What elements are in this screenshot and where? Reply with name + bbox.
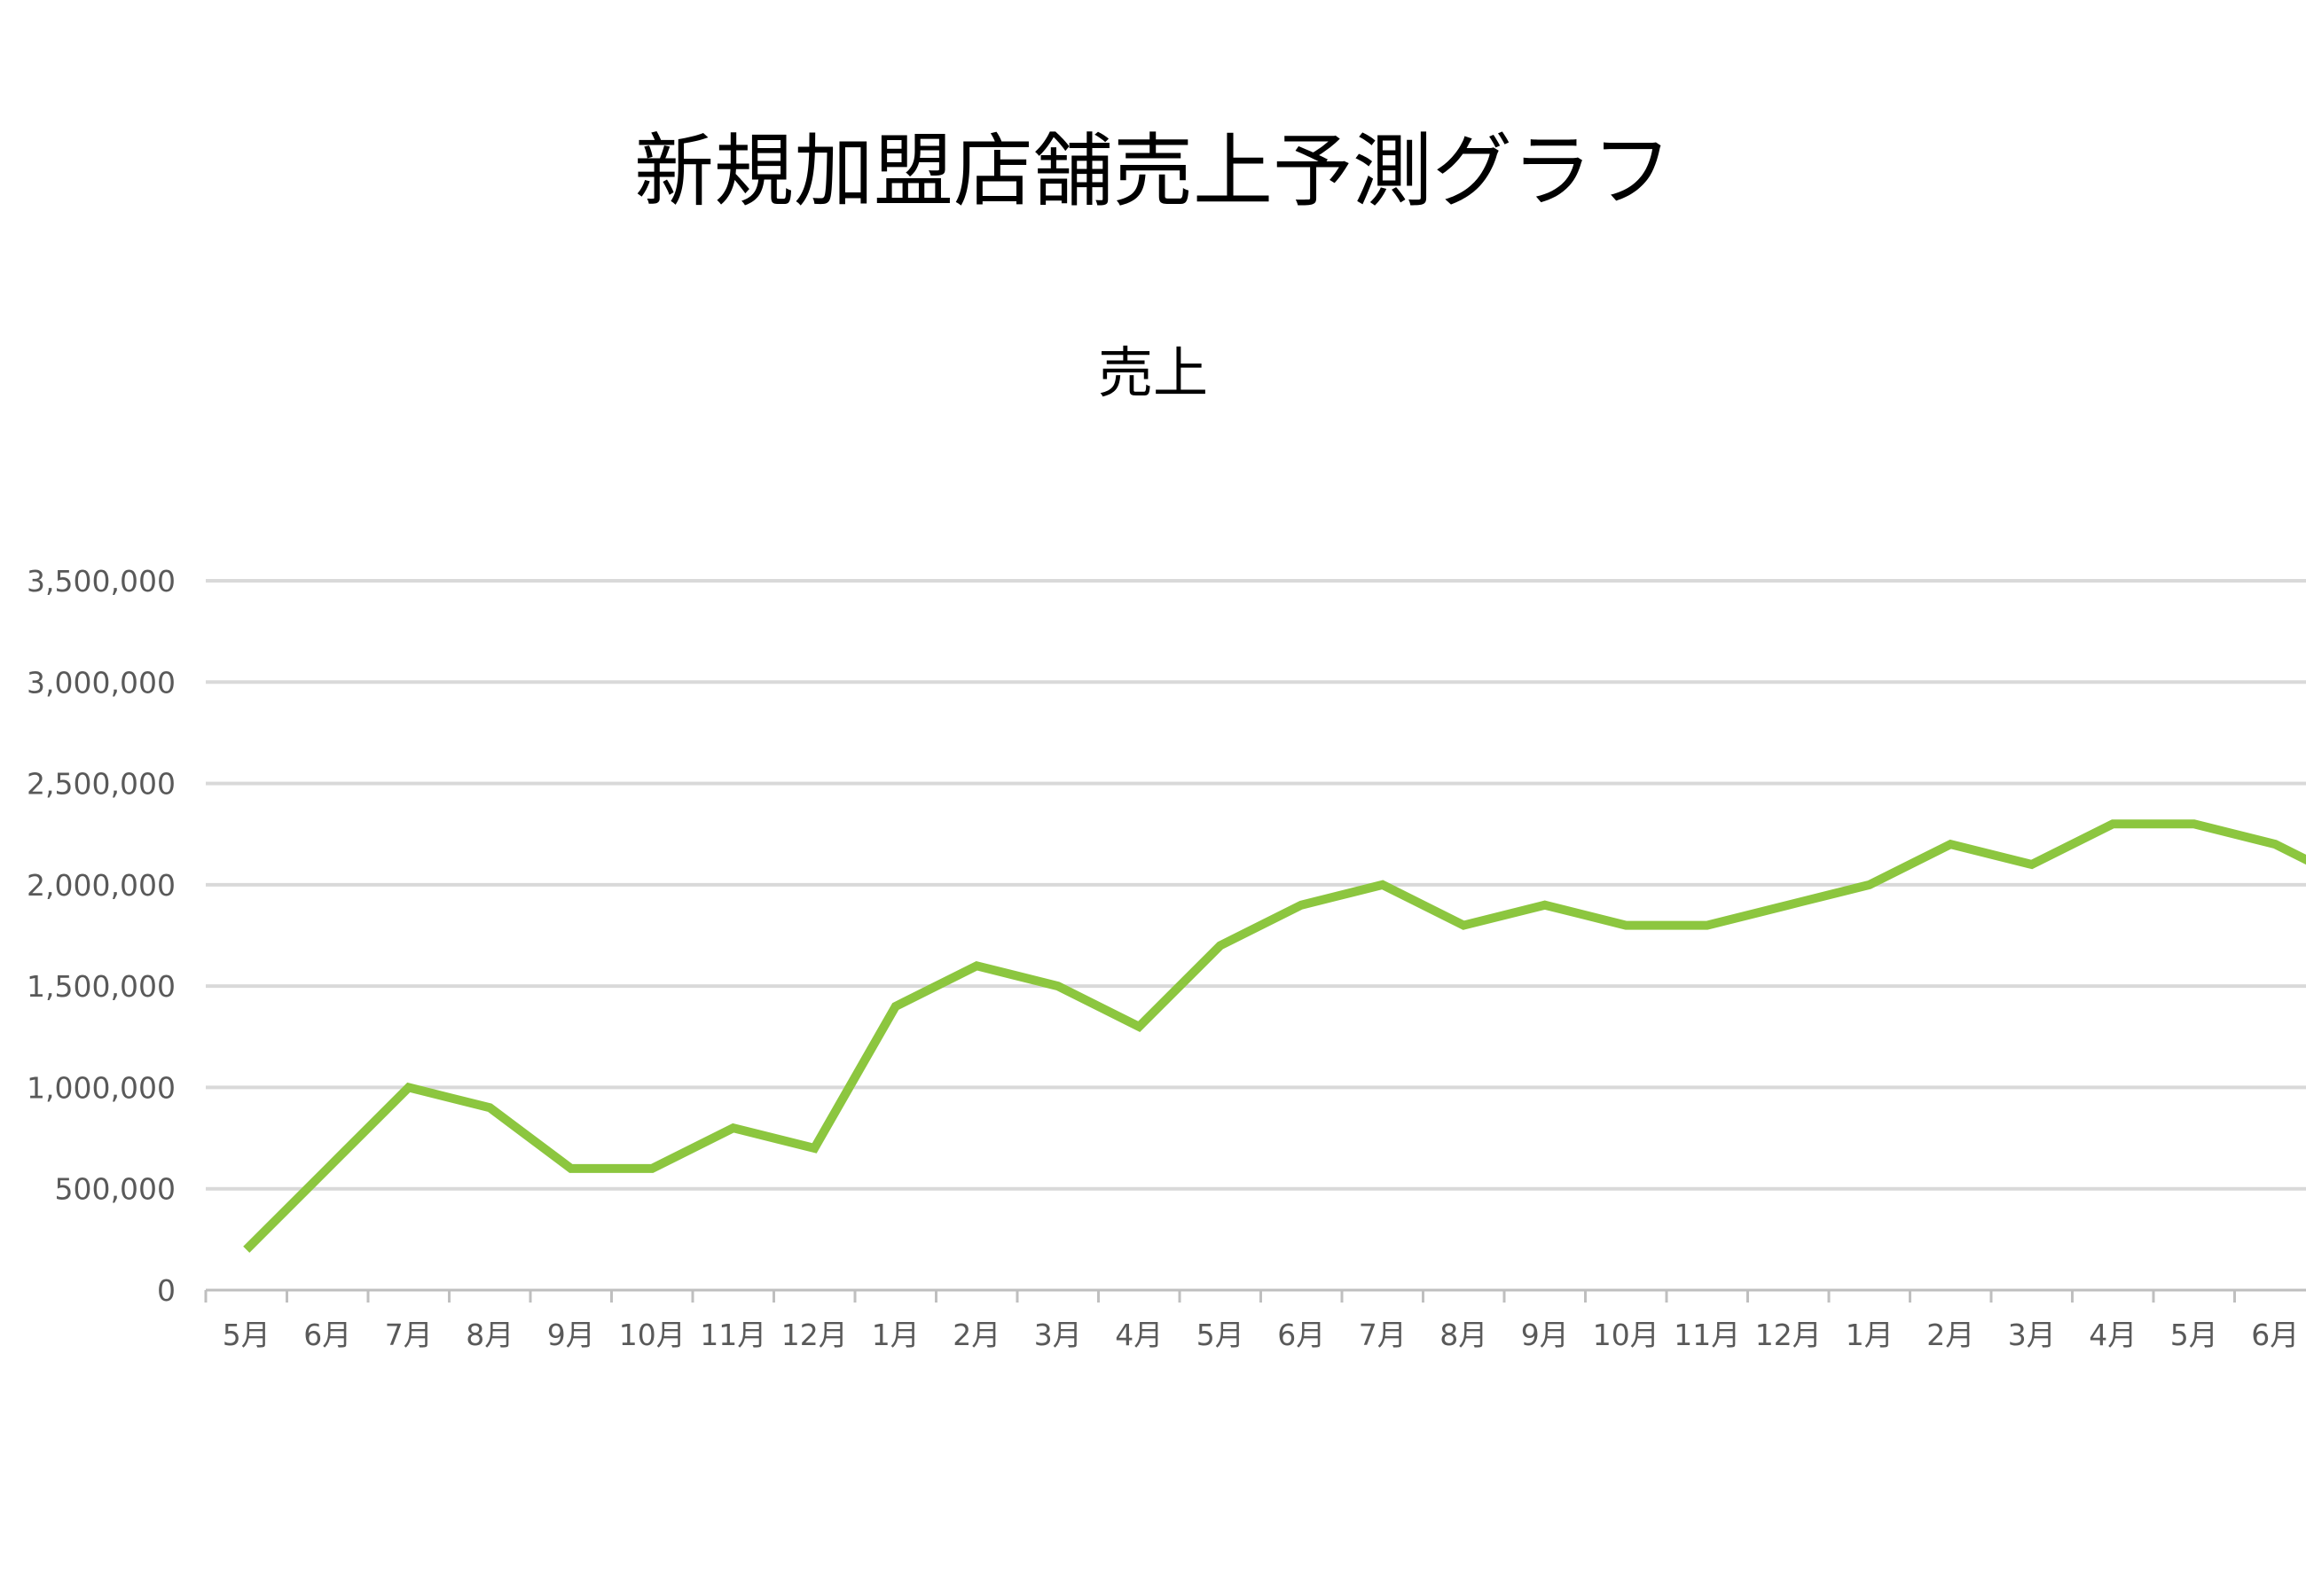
x-tick-label: 12月	[781, 1318, 848, 1352]
x-tick-label: 4月	[1115, 1318, 1163, 1352]
x-tick-label: 3月	[2008, 1318, 2056, 1352]
y-tick-label: 1,500,000	[27, 969, 176, 1004]
y-tick-label: 3,000,000	[27, 665, 176, 700]
gridlines	[206, 579, 2306, 1191]
x-tick-label: 9月	[1521, 1318, 1569, 1352]
x-tick-label: 6月	[2251, 1318, 2299, 1352]
x-tick-label: 11月	[700, 1318, 766, 1352]
x-tick-label: 11月	[1674, 1318, 1740, 1352]
x-tick-label: 5月	[2170, 1318, 2218, 1352]
x-tick-label: 4月	[2089, 1318, 2137, 1352]
y-tick-label: 2,500,000	[27, 767, 176, 802]
x-tick-label: 8月	[1439, 1318, 1487, 1352]
y-tick-label: 0	[157, 1273, 176, 1308]
y-tick-label: 1,000,000	[27, 1070, 176, 1105]
x-tick-label: 2月	[1926, 1318, 1974, 1352]
x-tick-label: 10月	[619, 1318, 686, 1352]
x-tick-label: 12月	[1755, 1318, 1822, 1352]
x-tick-label: 6月	[303, 1318, 351, 1352]
x-tick-label: 1月	[1846, 1318, 1894, 1352]
x-tick-label: 9月	[547, 1318, 595, 1352]
x-tick-label: 5月	[1196, 1318, 1244, 1352]
x-tick-label: 7月	[1359, 1318, 1407, 1352]
series-line	[243, 819, 2306, 1253]
x-tick-label: 5月	[223, 1318, 271, 1352]
x-tick-label: 8月	[466, 1318, 514, 1352]
x-tick-label: 6月	[1277, 1318, 1325, 1352]
series-layer	[243, 819, 2306, 1253]
x-axis-labels: 5月 6月 7月 8月 9月 10月 11月 12月 1月 2月 3月 4月 5月 6月 7月 8月 9月 10月…	[223, 1318, 2300, 1352]
x-axis	[204, 1288, 2306, 1303]
y-axis-labels: 0 500,000 1,000,000 1,500,000 2,000,000 2,500…	[27, 564, 176, 1308]
y-tick-label: 2,000,000	[27, 868, 176, 903]
page-title: 新規加盟店舗売上予測グラフ	[634, 125, 1672, 218]
x-tick-label: 10月	[1593, 1318, 1659, 1352]
x-tick-label: 1月	[872, 1318, 920, 1352]
y-tick-label: 3,500,000	[27, 564, 176, 598]
y-tick-label: 500,000	[55, 1172, 176, 1207]
x-tick-label: 7月	[385, 1318, 433, 1352]
x-tick-label: 2月	[953, 1318, 1000, 1352]
chart-title: 売上	[1097, 340, 1208, 405]
x-tick-label: 3月	[1034, 1318, 1082, 1352]
